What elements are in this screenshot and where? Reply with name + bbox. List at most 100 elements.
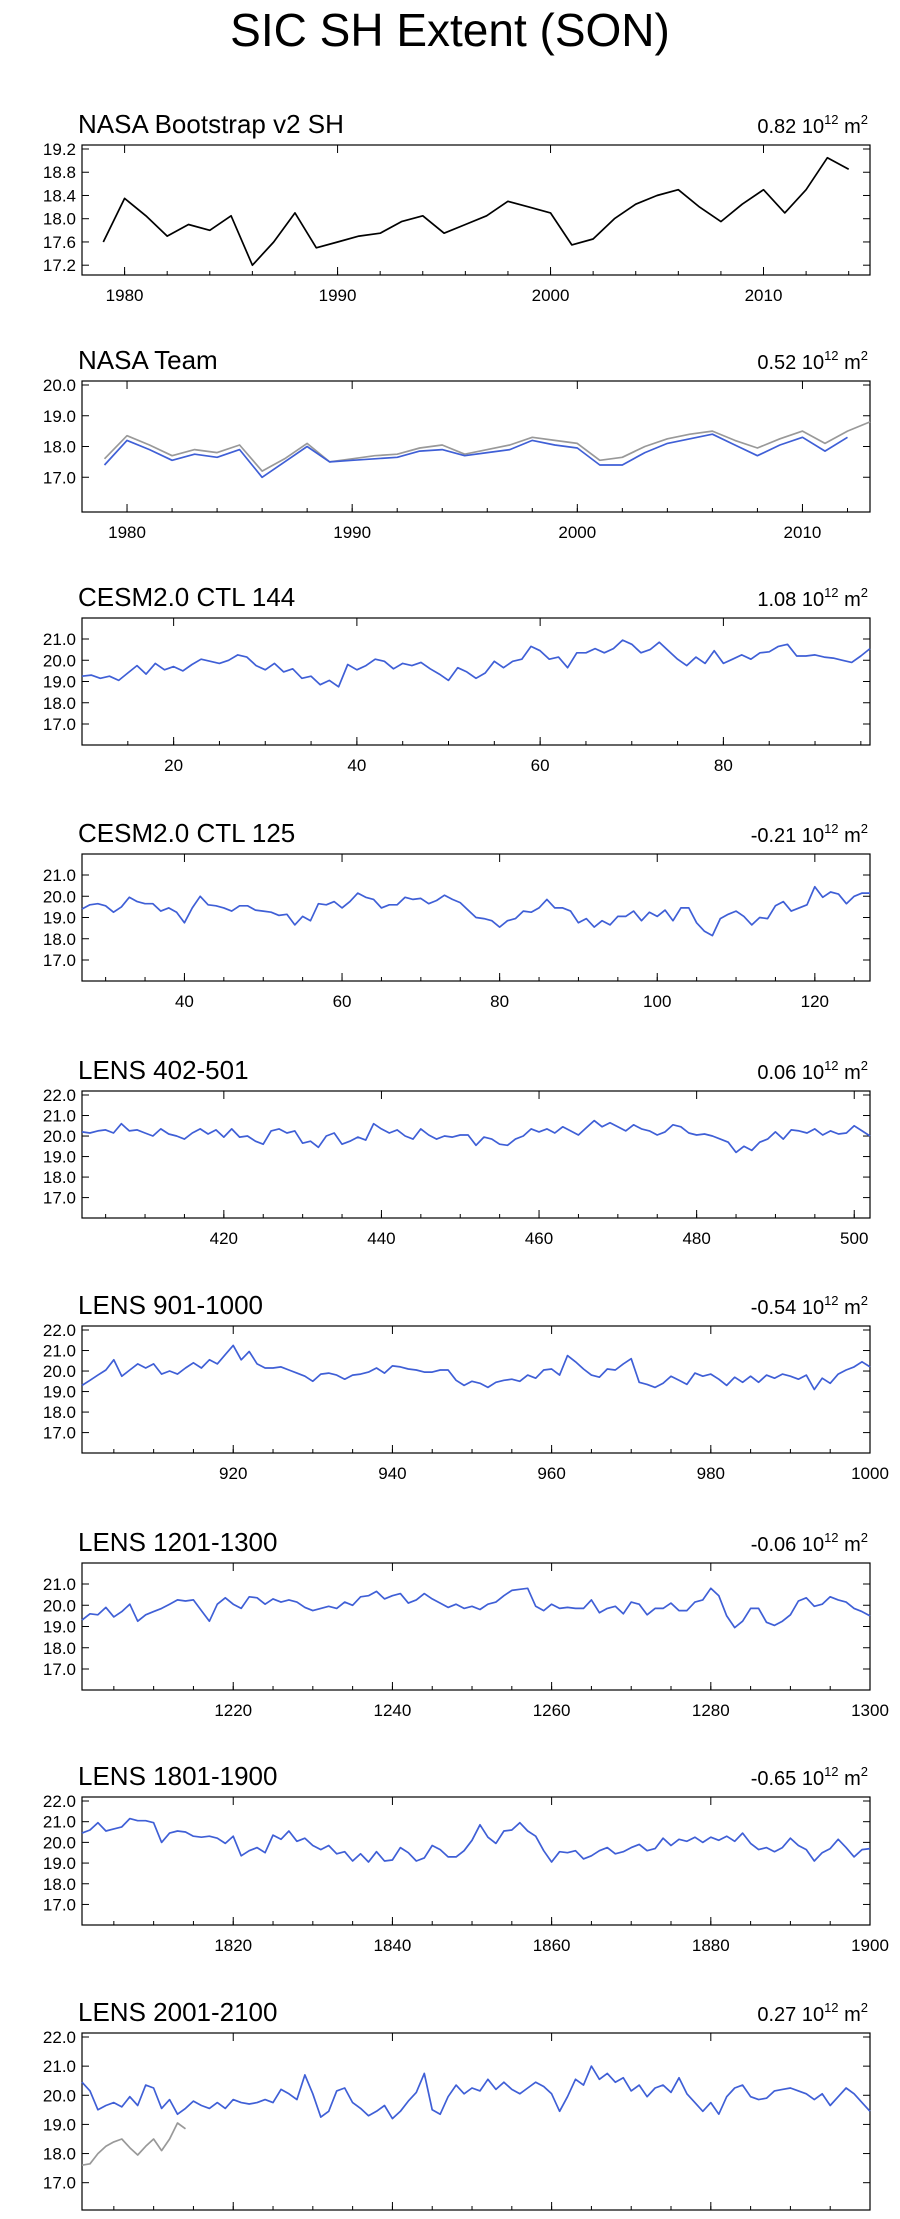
trend-label: 0.82 1012 m2	[757, 112, 868, 138]
y-tick-label: 22.0	[43, 1086, 76, 1105]
trend-exponent: 12	[824, 1058, 838, 1073]
x-tick-label: 1000	[851, 1464, 889, 1483]
panel-1: NASA Bootstrap v2 SH 0.82 1012 m2 17.2 17.6…	[43, 109, 871, 305]
trend-unit: m	[839, 1297, 861, 1319]
series-line-nasa-team	[103, 433, 848, 479]
panel-4: CESM2.0 CTL 125 -0.21 1012 m2 17.0 18.0 19.0…	[43, 818, 871, 1011]
panel-9: LENS 2001-2100 0.27 1012 m217.018.019.020…	[43, 1997, 871, 2211]
x-tick-label: 1220	[214, 1701, 252, 1720]
y-tick-label: 19.2	[43, 140, 76, 159]
y-tick-label: 18.0	[43, 1875, 76, 1894]
y-tick-label: 18.0	[43, 2145, 76, 2164]
panel-title: LENS 1801-1900	[78, 1761, 277, 1791]
trend-label: -0.54 1012 m2	[751, 1293, 868, 1319]
plot-frame	[81, 144, 871, 276]
plot-frame	[81, 2032, 871, 2211]
x-tick-label: 420	[210, 1229, 238, 1248]
y-tick-label: 20.0	[43, 376, 76, 395]
trend-unit-exponent: 2	[861, 1764, 868, 1779]
y-tick-label: 20.0	[43, 651, 76, 670]
y-tick-label: 21.0	[43, 630, 76, 649]
series-line-bootstrap	[103, 421, 871, 472]
trend-label: 0.06 1012 m2	[757, 1058, 868, 1084]
y-tick-label: 21.0	[43, 1575, 76, 1594]
trend-exponent: 12	[824, 1530, 838, 1545]
series-line-lens-402-501	[81, 1119, 871, 1154]
x-tick-label: 2000	[558, 523, 596, 542]
y-tick-label: 18.0	[43, 1168, 76, 1187]
y-tick-label: 22.0	[43, 1321, 76, 1340]
trend-value: 0.82 10	[757, 116, 824, 138]
x-tick-label: 1280	[692, 1701, 730, 1720]
trend-exponent: 12	[824, 585, 838, 600]
trend-unit: m	[839, 352, 861, 374]
trend-value: 0.06 10	[757, 1062, 824, 1084]
x-tick-label: 40	[175, 992, 194, 1011]
trend-unit-exponent: 2	[861, 585, 868, 600]
x-tick-label: 1980	[106, 286, 144, 305]
panels: NASA Bootstrap v2 SH 0.82 1012 m217.217.6…	[43, 109, 889, 2211]
y-tick-label: 20.0	[43, 1596, 76, 1615]
x-tick-label: 20	[164, 756, 183, 775]
x-tick-label: 920	[219, 1464, 247, 1483]
x-tick-label: 500	[840, 1229, 868, 1248]
x-tick-label: 2010	[784, 523, 822, 542]
y-tick-label: 20.0	[43, 1127, 76, 1146]
y-tick-label: 18.0	[43, 438, 76, 457]
panel-title: CESM2.0 CTL 144	[78, 582, 295, 612]
trend-unit-exponent: 2	[861, 1530, 868, 1545]
panel-title: LENS 2001-2100	[78, 1997, 277, 2027]
panel-3: CESM2.0 CTL 144 1.08 1012 m2 17.0 18.0 19.0 2…	[43, 582, 871, 775]
trend-unit: m	[839, 1768, 861, 1790]
trend-label: 0.52 1012 m2	[757, 348, 868, 374]
y-tick-label: 21.0	[43, 1342, 76, 1361]
x-tick-label: 100	[643, 992, 671, 1011]
y-tick-label: 21.0	[43, 2057, 76, 2076]
x-tick-label: 120	[801, 992, 829, 1011]
y-tick-label: 17.6	[43, 233, 76, 252]
trend-exponent: 12	[824, 112, 838, 127]
plot-frame	[81, 617, 871, 746]
series-line-cesm2-0-ctl-125	[81, 885, 870, 937]
y-tick-label: 17.0	[43, 2174, 76, 2193]
y-tick-label: 18.4	[43, 186, 76, 205]
x-tick-label: 2010	[745, 286, 783, 305]
y-tick-label: 17.2	[43, 256, 76, 275]
y-tick-label: 20.0	[43, 1833, 76, 1852]
trend-unit-exponent: 2	[861, 1058, 868, 1073]
x-tick-label: 1840	[374, 1936, 412, 1955]
series-line-cesm2-0-ctl-144	[81, 639, 871, 688]
trend-value: 0.27 10	[757, 2004, 824, 2026]
plot-frame	[81, 1090, 871, 1219]
series-line-lens-2001-2100	[81, 2065, 871, 2120]
trend-value: -0.21 10	[751, 825, 824, 847]
y-tick-label: 21.0	[43, 866, 76, 885]
x-tick-label: 480	[682, 1229, 710, 1248]
y-tick-label: 20.0	[43, 1362, 76, 1381]
x-tick-label: 1860	[533, 1936, 571, 1955]
trend-unit-exponent: 2	[861, 112, 868, 127]
panel-title: NASA Bootstrap v2 SH	[78, 109, 344, 139]
panel-6: LENS 901-1000 -0.54 1012 m2 17.0 18.019.0 20…	[43, 1290, 889, 1483]
y-tick-label: 18.0	[43, 210, 76, 229]
x-tick-label: 1240	[374, 1701, 412, 1720]
y-tick-label: 19.0	[43, 1383, 76, 1402]
series-line-lens-1801-1900	[81, 1817, 871, 1863]
y-tick-label: 19.0	[43, 673, 76, 692]
trend-unit: m	[839, 1534, 861, 1556]
trend-exponent: 12	[824, 821, 838, 836]
trend-unit: m	[839, 2004, 861, 2026]
x-tick-label: 1300	[851, 1701, 889, 1720]
x-tick-label: 1900	[851, 1936, 889, 1955]
trend-unit-exponent: 2	[861, 1293, 868, 1308]
trend-label: -0.21 1012 m2	[751, 821, 868, 847]
panel-2: NASA Team 0.52 1012 m2 17.0 18.0 19.0 20.0 198…	[43, 345, 871, 542]
y-tick-label: 18.0	[43, 1403, 76, 1422]
trend-value: -0.54 10	[751, 1297, 824, 1319]
trend-unit-exponent: 2	[861, 2000, 868, 2015]
panel-title: LENS 1201-1300	[78, 1527, 277, 1557]
panel-title: CESM2.0 CTL 125	[78, 818, 295, 848]
x-tick-label: 80	[490, 992, 509, 1011]
